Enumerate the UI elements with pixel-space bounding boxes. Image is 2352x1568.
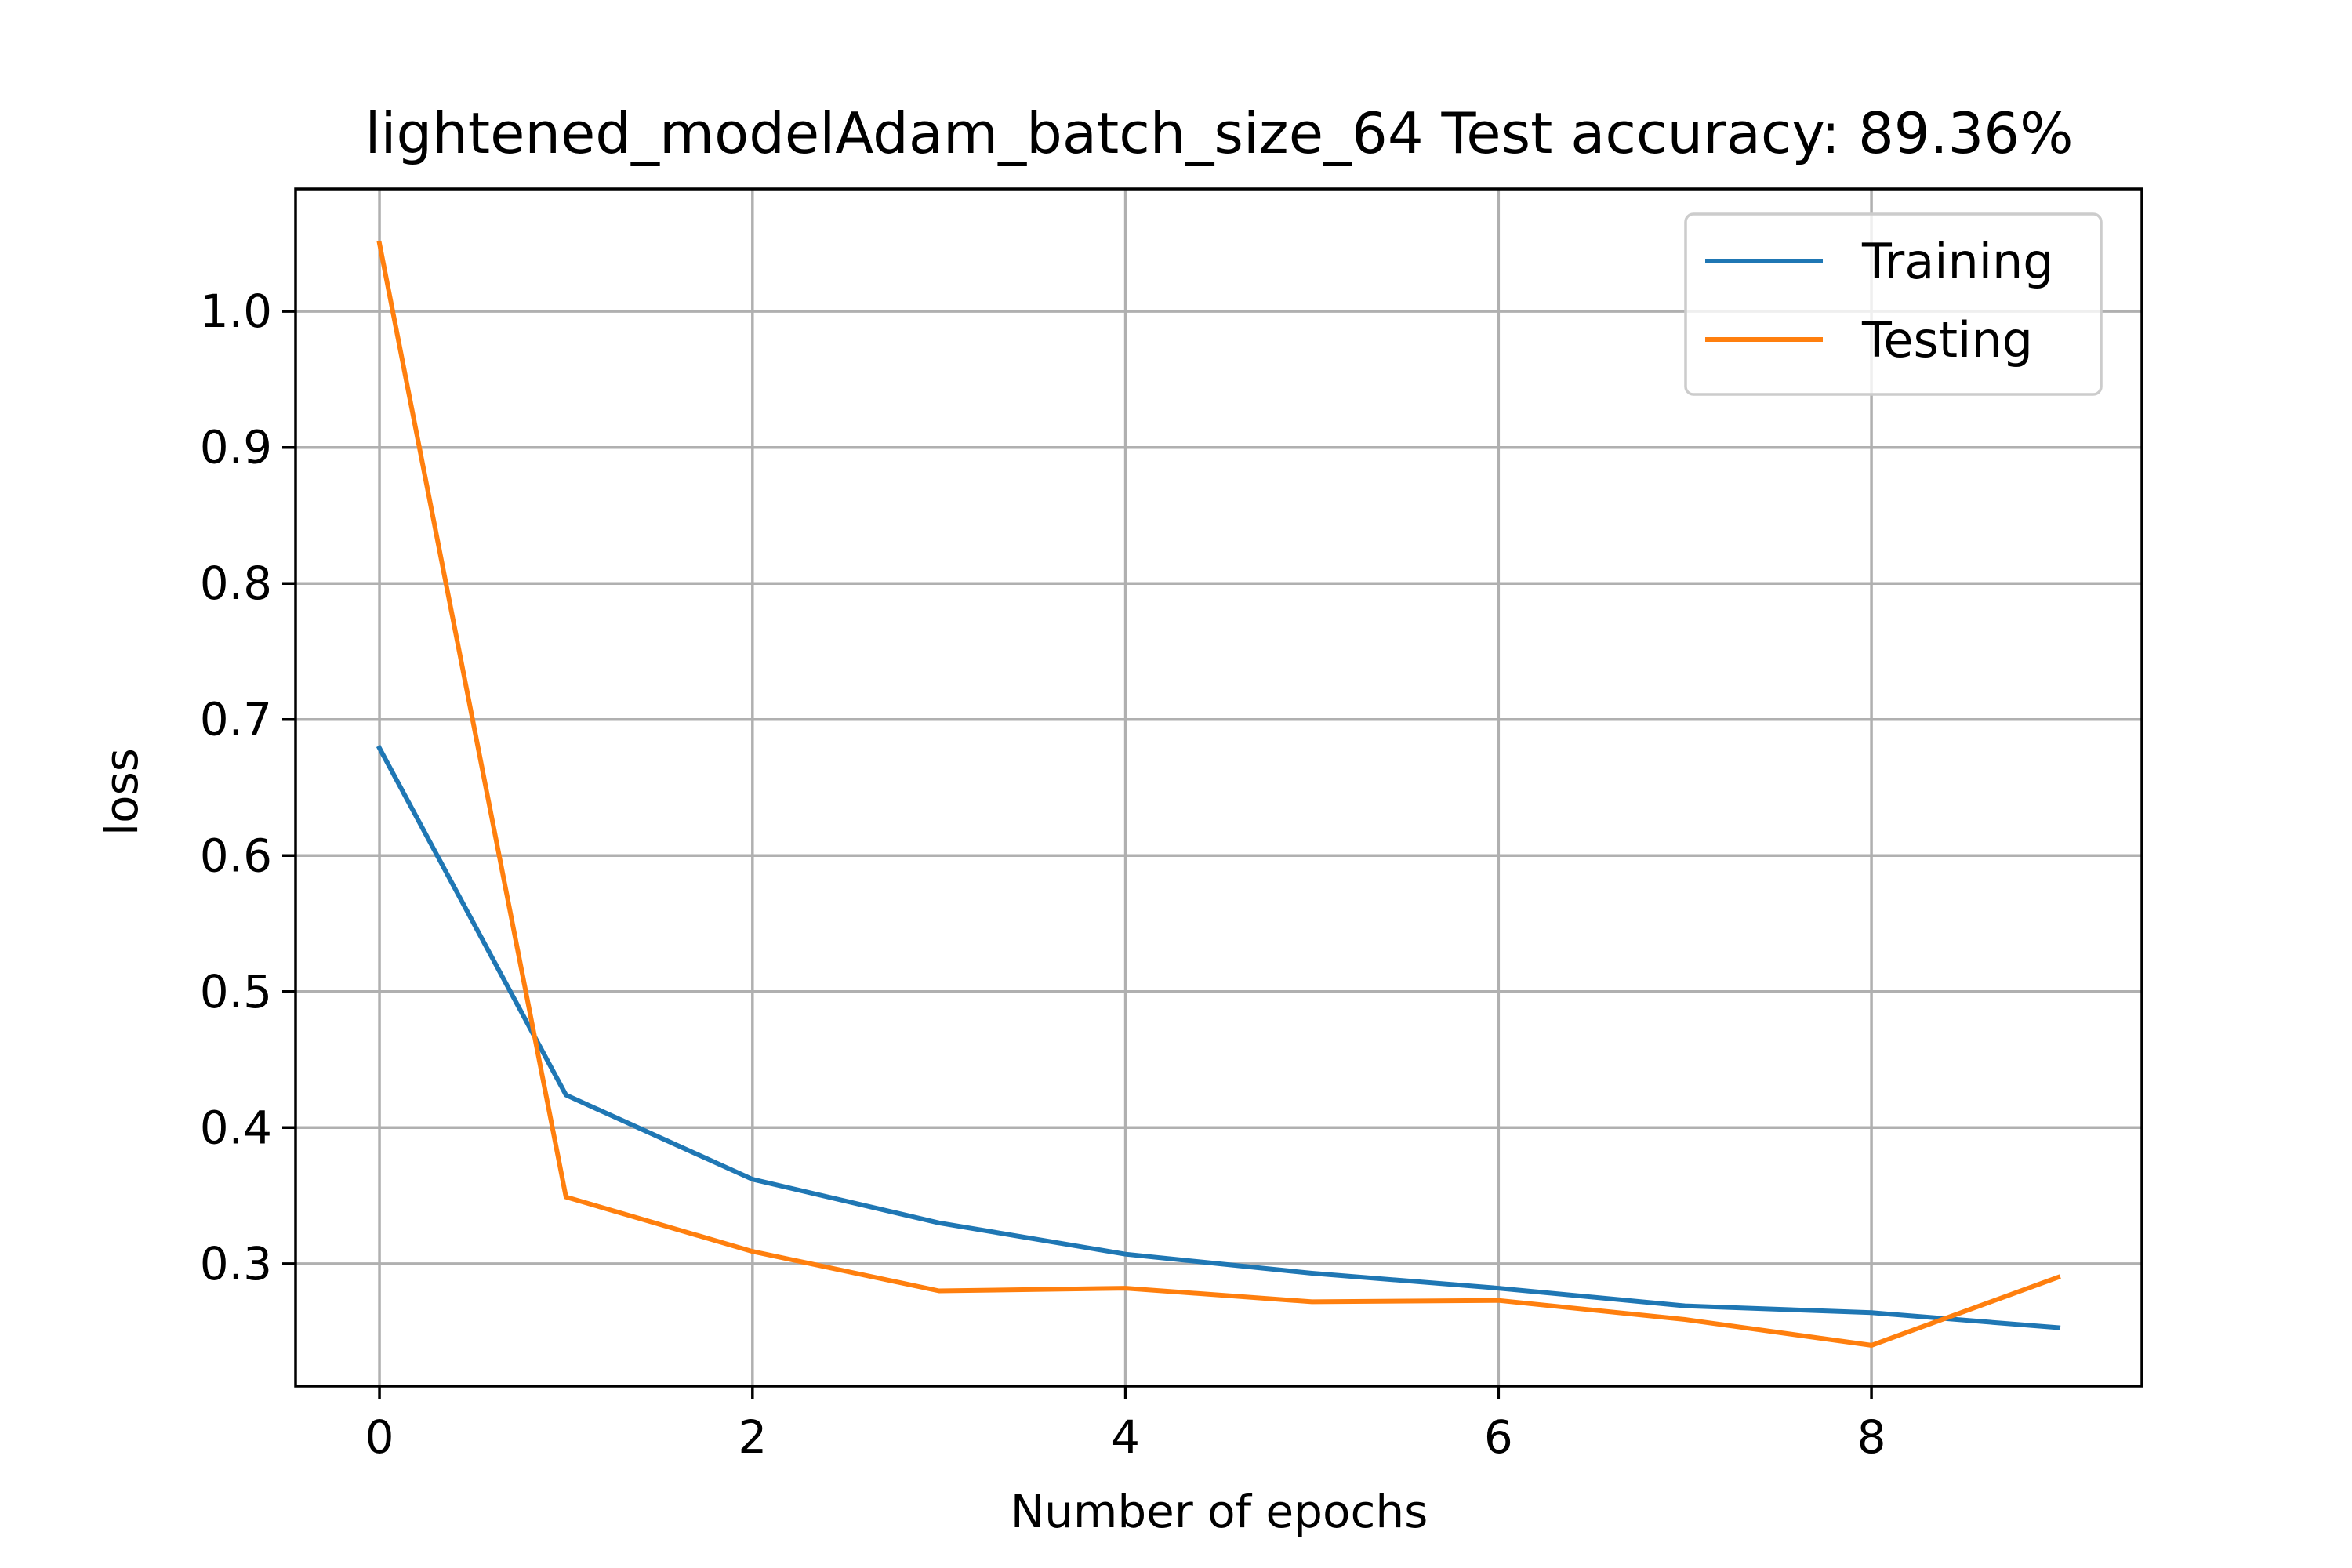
y-axis-ticks: 0.3 0.4 0.5 0.6 0.7 0.8 0.9 1.0 [200, 285, 296, 1290]
x-tick-label: 4 [1111, 1410, 1140, 1464]
plot-frame [294, 187, 2143, 1388]
x-axis-label: Number of epochs [1011, 1485, 1428, 1538]
series-lines [376, 240, 2061, 1348]
series-line-testing [376, 240, 2061, 1348]
legend-label-testing: Testing [1861, 311, 2033, 368]
x-axis-ticks: 0 2 4 6 8 [365, 1386, 1886, 1464]
y-axis-label: loss [95, 748, 148, 836]
y-tick-label: 0.9 [200, 421, 272, 474]
y-tick-label: 0.7 [200, 693, 272, 746]
legend-label-training: Training [1861, 233, 2054, 290]
y-tick-label: 0.3 [200, 1237, 272, 1290]
grid [296, 189, 2142, 1386]
y-tick-label: 0.4 [200, 1101, 272, 1154]
legend: Training Testing [1684, 212, 2103, 396]
x-tick-label: 2 [738, 1410, 767, 1464]
x-tick-label: 8 [1857, 1410, 1886, 1464]
y-tick-label: 0.5 [200, 965, 272, 1018]
x-tick-label: 6 [1484, 1410, 1513, 1464]
y-tick-label: 0.8 [200, 557, 272, 610]
series-line-training [376, 745, 2061, 1330]
y-tick-label: 1.0 [200, 285, 272, 338]
y-tick-label: 0.6 [200, 829, 272, 882]
x-tick-label: 0 [365, 1410, 394, 1464]
chart-title: lightened_modelAdam_batch_size_64 Test a… [365, 100, 2074, 166]
